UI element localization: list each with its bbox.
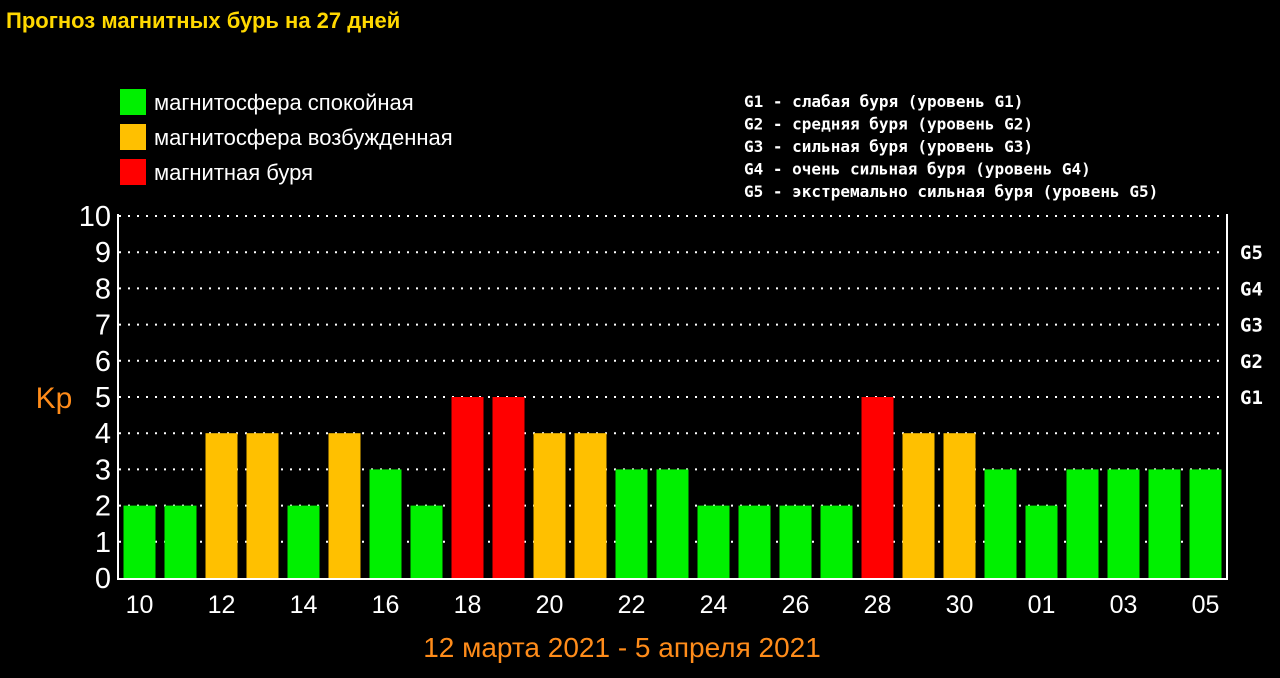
bar-day-20 (902, 433, 935, 578)
g-scale-description: G1 - слабая буря (уровень G1) (744, 92, 1023, 111)
legend-swatch-storm (120, 159, 146, 185)
x-tick-label: 16 (372, 591, 400, 619)
y-tick-label: 3 (95, 454, 111, 486)
y-tick-label: 10 (79, 201, 111, 233)
x-tick-label: 10 (126, 591, 154, 619)
x-tick-label: 20 (536, 591, 564, 619)
bars (123, 397, 1222, 578)
bar-day-5 (287, 505, 320, 578)
legend-swatch-excited (120, 124, 146, 150)
y-tick-label: 6 (95, 346, 111, 378)
bar-day-24 (1066, 469, 1099, 578)
y-tick-label: 0 (95, 563, 111, 595)
y-tick-label: 9 (95, 237, 111, 269)
x-tick-label: 03 (1110, 591, 1138, 619)
g-scale-description: G5 - экстремально сильная буря (уровень … (744, 182, 1158, 201)
chart-title: Прогноз магнитных бурь на 27 дней (6, 8, 400, 33)
legend-label-excited: магнитосфера возбужденная (154, 125, 453, 150)
g-scale-legend: G1 - слабая буря (уровень G1) G2 - средня… (744, 92, 1158, 201)
g-level-label-g5: G5 (1240, 242, 1263, 264)
bar-day-26 (1148, 469, 1181, 578)
bar-day-15 (697, 505, 730, 578)
x-tick-label: 05 (1192, 591, 1220, 619)
bar-day-21 (943, 433, 976, 578)
bar-day-18 (820, 505, 853, 578)
x-tick-label: 12 (208, 591, 236, 619)
x-tick-label: 28 (864, 591, 892, 619)
g-level-label-g4: G4 (1240, 278, 1263, 300)
y-tick-label: 4 (95, 418, 111, 450)
bar-day-7 (369, 469, 402, 578)
x-tick-label: 22 (618, 591, 646, 619)
bar-day-8 (410, 505, 443, 578)
bar-day-27 (1189, 469, 1222, 578)
g-scale-description: G2 - средняя буря (уровень G2) (744, 115, 1033, 134)
bar-day-25 (1107, 469, 1140, 578)
bar-day-9 (451, 397, 484, 578)
bar-day-1 (123, 505, 156, 578)
bar-day-2 (164, 505, 197, 578)
bar-day-3 (205, 433, 238, 578)
chart-subtitle: 12 марта 2021 - 5 апреля 2021 (423, 632, 821, 663)
y-tick-label: 8 (95, 273, 111, 305)
bar-day-4 (246, 433, 279, 578)
y-tick-label: 5 (95, 382, 111, 414)
g-scale-description: G3 - сильная буря (уровень G3) (744, 137, 1033, 156)
y-axis-label: Kp (36, 382, 73, 415)
y-tick-label: 2 (95, 491, 111, 523)
bar-day-19 (861, 397, 894, 578)
legend-label-storm: магнитная буря (154, 160, 313, 185)
bar-day-17 (779, 505, 812, 578)
x-tick-label: 18 (454, 591, 482, 619)
legend: магнитосфера спокойная магнитосфера возбу… (120, 89, 453, 185)
bar-day-10 (492, 397, 525, 578)
bar-day-13 (615, 469, 648, 578)
y-tick-label: 7 (95, 310, 111, 342)
g-level-label-g2: G2 (1240, 351, 1263, 373)
bar-day-11 (533, 433, 566, 578)
g-scale-description: G4 - очень сильная буря (уровень G4) (744, 160, 1091, 179)
x-tick-label: 24 (700, 591, 728, 619)
x-tick-label: 14 (290, 591, 318, 619)
bar-day-12 (574, 433, 607, 578)
y-tick-label: 1 (95, 527, 111, 559)
bar-day-22 (984, 469, 1017, 578)
x-tick-label: 30 (946, 591, 974, 619)
g-level-label-g1: G1 (1240, 387, 1263, 409)
x-tick-label: 01 (1028, 591, 1056, 619)
legend-swatch-calm (120, 89, 146, 115)
bar-day-16 (738, 505, 771, 578)
g-level-label-g3: G3 (1240, 315, 1263, 337)
legend-label-calm: магнитосфера спокойная (154, 90, 414, 115)
bar-day-6 (328, 433, 361, 578)
x-tick-label: 26 (782, 591, 810, 619)
bar-day-23 (1025, 505, 1058, 578)
bar-day-14 (656, 469, 689, 578)
